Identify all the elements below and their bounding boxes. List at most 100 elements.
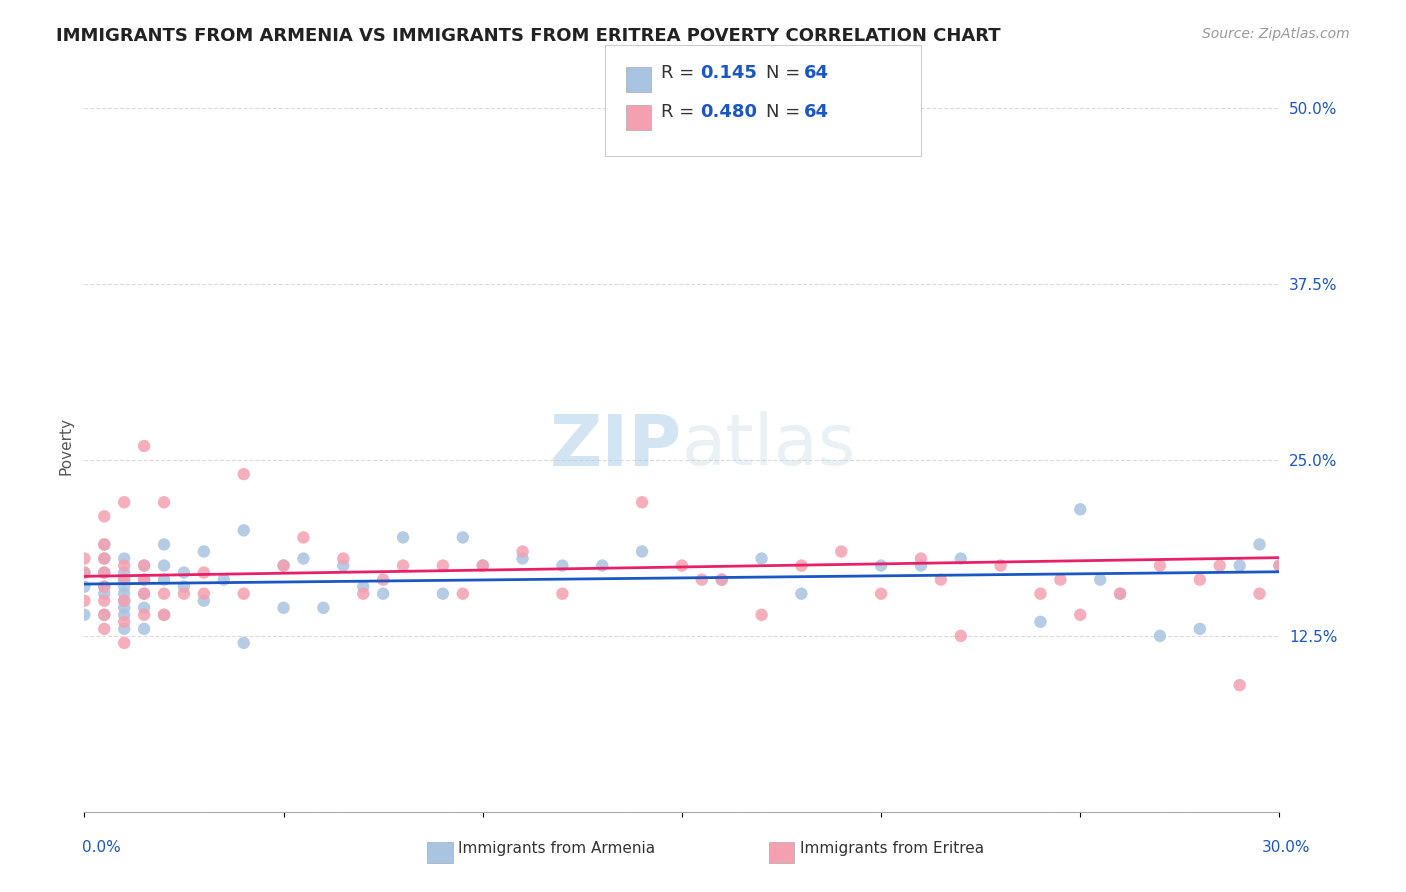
Point bbox=[73, 566, 96, 580]
Point bbox=[132, 558, 156, 573]
Text: IMMIGRANTS FROM ARMENIA VS IMMIGRANTS FROM ERITREA POVERTY CORRELATION CHART: IMMIGRANTS FROM ARMENIA VS IMMIGRANTS FR… bbox=[56, 27, 1001, 45]
Text: 64: 64 bbox=[804, 103, 830, 120]
Point bbox=[551, 587, 574, 601]
Point bbox=[273, 558, 295, 573]
Text: Immigrants from Armenia: Immigrants from Armenia bbox=[458, 841, 655, 855]
Point bbox=[112, 615, 135, 629]
Point bbox=[112, 593, 135, 607]
Point bbox=[132, 587, 156, 601]
Text: 64: 64 bbox=[804, 64, 830, 82]
Point bbox=[432, 558, 454, 573]
Point bbox=[949, 551, 972, 566]
Point bbox=[1069, 502, 1091, 516]
Point bbox=[93, 566, 115, 580]
Point bbox=[1249, 587, 1271, 601]
Point bbox=[352, 587, 374, 601]
Point bbox=[132, 607, 156, 622]
Y-axis label: Poverty: Poverty bbox=[58, 417, 73, 475]
Point bbox=[153, 573, 176, 587]
Point bbox=[73, 551, 96, 566]
Point bbox=[212, 573, 235, 587]
Point bbox=[451, 530, 474, 544]
Point bbox=[132, 600, 156, 615]
Text: 30.0%: 30.0% bbox=[1263, 840, 1310, 855]
Point bbox=[273, 600, 295, 615]
Point bbox=[373, 573, 395, 587]
Point bbox=[153, 607, 176, 622]
Point bbox=[173, 566, 195, 580]
Point bbox=[1069, 607, 1091, 622]
Text: atlas: atlas bbox=[682, 411, 856, 481]
Point bbox=[73, 580, 96, 594]
Point bbox=[93, 587, 115, 601]
Point bbox=[1268, 558, 1291, 573]
Point bbox=[949, 629, 972, 643]
Point bbox=[232, 587, 254, 601]
Point bbox=[1288, 164, 1310, 178]
Point bbox=[1049, 573, 1071, 587]
Point bbox=[132, 439, 156, 453]
Point bbox=[153, 558, 176, 573]
Point bbox=[1090, 573, 1112, 587]
Point bbox=[432, 587, 454, 601]
Point bbox=[910, 551, 932, 566]
Point bbox=[193, 587, 215, 601]
Point bbox=[1149, 558, 1171, 573]
Point bbox=[132, 573, 156, 587]
Point bbox=[93, 509, 115, 524]
Point bbox=[153, 607, 176, 622]
Point bbox=[232, 636, 254, 650]
Point bbox=[193, 593, 215, 607]
Point bbox=[93, 607, 115, 622]
Point bbox=[112, 495, 135, 509]
Point bbox=[1109, 587, 1132, 601]
Point bbox=[790, 587, 813, 601]
Point bbox=[1188, 622, 1211, 636]
Point bbox=[232, 524, 254, 538]
Point bbox=[73, 566, 96, 580]
Point bbox=[751, 551, 773, 566]
Point bbox=[1188, 573, 1211, 587]
Point bbox=[112, 573, 135, 587]
Text: 0.0%: 0.0% bbox=[82, 840, 121, 855]
Text: R =: R = bbox=[661, 103, 700, 120]
Point bbox=[93, 593, 115, 607]
Point bbox=[93, 580, 115, 594]
Point bbox=[512, 551, 534, 566]
Point bbox=[690, 573, 713, 587]
Text: N =: N = bbox=[766, 103, 806, 120]
Point bbox=[112, 566, 135, 580]
Point bbox=[93, 622, 115, 636]
Point bbox=[352, 580, 374, 594]
Point bbox=[153, 537, 176, 551]
Text: ZIP: ZIP bbox=[550, 411, 682, 481]
Point bbox=[292, 530, 315, 544]
Point bbox=[132, 622, 156, 636]
Point bbox=[93, 537, 115, 551]
Point bbox=[112, 587, 135, 601]
Point bbox=[373, 587, 395, 601]
Point bbox=[112, 573, 135, 587]
Point bbox=[392, 558, 415, 573]
Point bbox=[153, 495, 176, 509]
Point bbox=[173, 580, 195, 594]
Text: 0.145: 0.145 bbox=[700, 64, 756, 82]
Text: R =: R = bbox=[661, 64, 700, 82]
Point bbox=[1268, 558, 1291, 573]
Point bbox=[631, 544, 654, 558]
Point bbox=[153, 587, 176, 601]
Text: Source: ZipAtlas.com: Source: ZipAtlas.com bbox=[1202, 27, 1350, 41]
Text: 0.480: 0.480 bbox=[700, 103, 758, 120]
Point bbox=[132, 558, 156, 573]
Point bbox=[1109, 587, 1132, 601]
Point bbox=[193, 566, 215, 580]
Point bbox=[173, 587, 195, 601]
Point bbox=[1029, 615, 1052, 629]
Point bbox=[273, 558, 295, 573]
Point bbox=[73, 607, 96, 622]
Point bbox=[1249, 537, 1271, 551]
Point bbox=[93, 551, 115, 566]
Point bbox=[1229, 558, 1251, 573]
Point bbox=[112, 558, 135, 573]
Point bbox=[751, 607, 773, 622]
